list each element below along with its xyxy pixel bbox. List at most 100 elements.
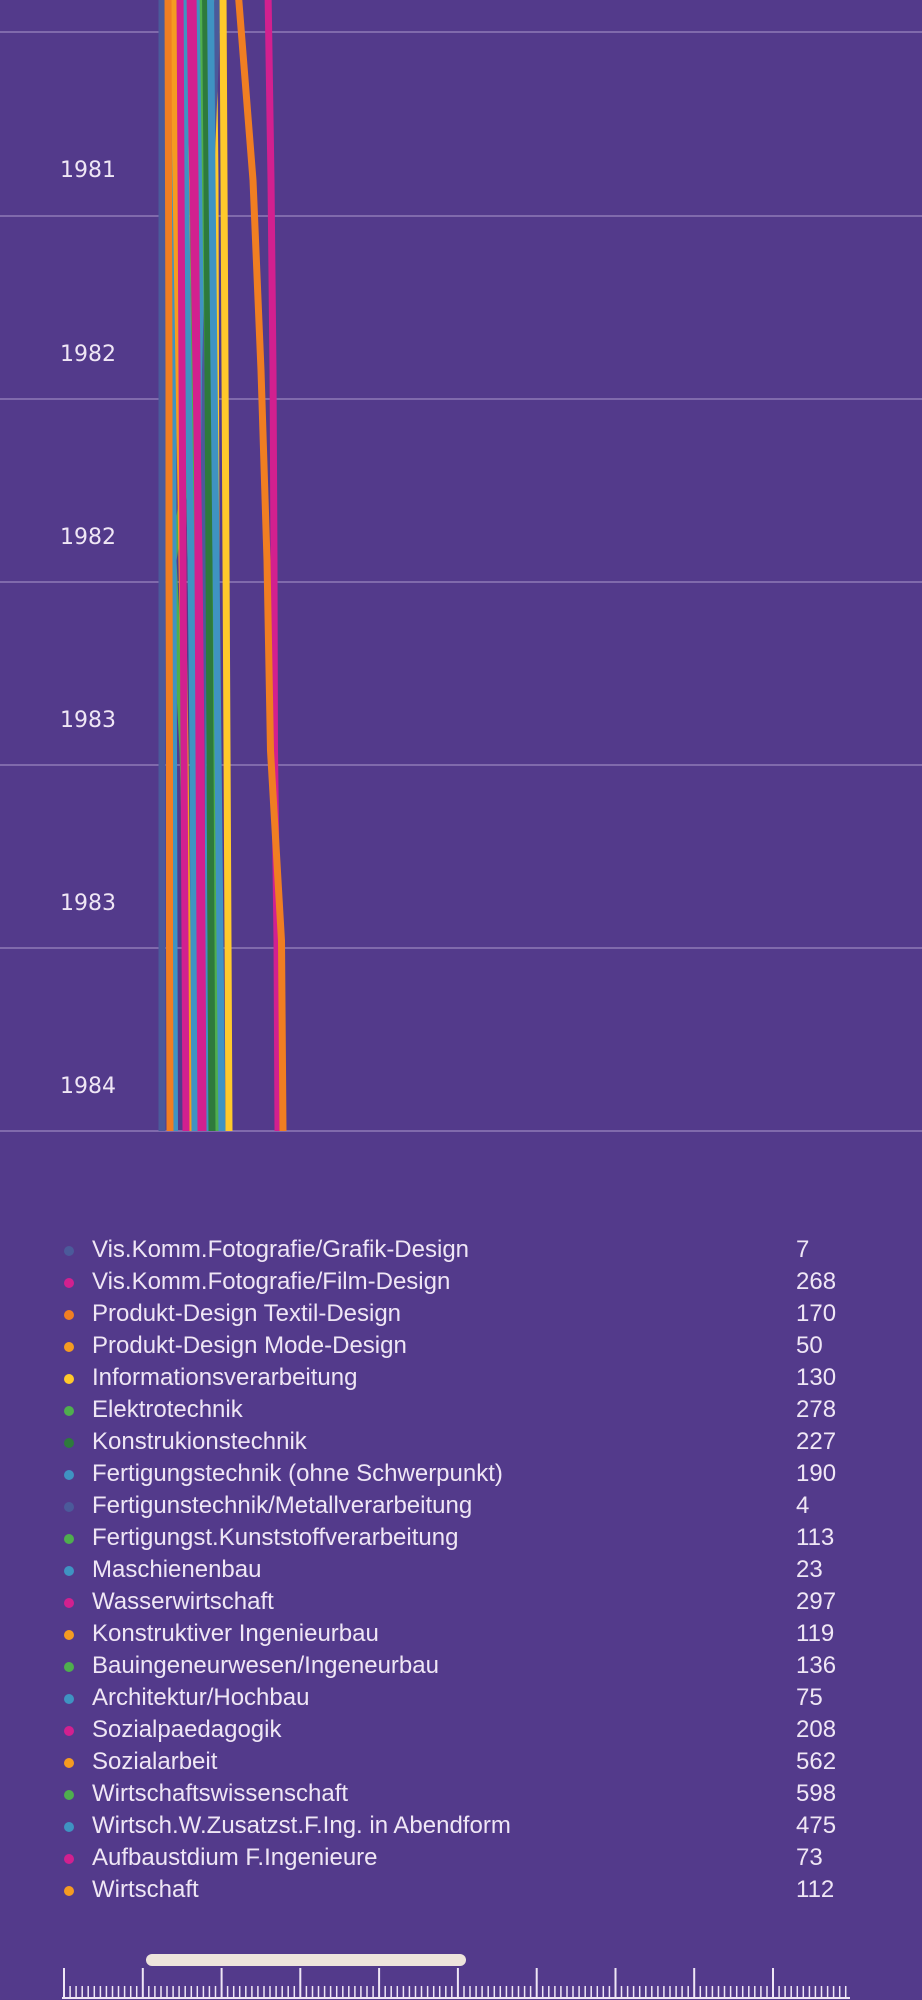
legend-swatch <box>64 1342 74 1352</box>
legend-label: Bauingeneurwesen/Ingeneurbau <box>92 1652 439 1679</box>
legend-value: 227 <box>796 1428 837 1455</box>
legend-value: 112 <box>796 1876 835 1903</box>
legend-label: Konstrukionstechnik <box>92 1428 307 1455</box>
legend-swatch <box>64 1470 74 1480</box>
legend-swatch <box>64 1534 74 1544</box>
series-line <box>189 0 205 1132</box>
legend-swatch <box>64 1502 74 1512</box>
legend-item: Wirtsch.W.Zusatzst.F.Ing. in Abendform 47… <box>60 1810 860 1842</box>
legend-item: Maschienenbau 23 <box>60 1554 860 1586</box>
legend-label: Produkt-Design Textil-Design <box>92 1300 402 1327</box>
legend-swatch <box>64 1310 74 1320</box>
legend-item: Aufbaustdium F.Ingenieure 73 <box>60 1842 860 1874</box>
legend-value: 136 <box>796 1652 837 1679</box>
series-line <box>235 0 287 1132</box>
legend-label: Wasserwirtschaft <box>92 1588 274 1615</box>
legend-item: Konstrukionstechnik 227 <box>60 1426 860 1458</box>
legend-swatch <box>64 1278 74 1288</box>
legend-value: 119 <box>796 1620 835 1647</box>
legend-value: 73 <box>796 1844 823 1871</box>
legend-label: Maschienenbau <box>92 1556 262 1583</box>
legend-label: Fertigungst.Kunststoffverarbeitung <box>92 1524 459 1551</box>
legend-item: Produkt-Design Mode-Design 50 <box>60 1330 860 1362</box>
legend-label: Wirtschaftswissenschaft <box>92 1780 349 1807</box>
legend-label: Fertigunstechnik/Metallverarbeitung <box>92 1492 473 1519</box>
legend-label: Sozialpaedagogik <box>92 1716 282 1743</box>
timeline-slider[interactable] <box>0 1940 922 2000</box>
legend-swatch <box>64 1598 74 1608</box>
gridlines <box>0 31 922 1132</box>
y-tick-label: 1983 <box>60 891 116 916</box>
legend-value: 297 <box>796 1588 837 1615</box>
legend-swatch <box>64 1246 74 1256</box>
legend-label: Vis.Komm.Fotografie/Film-Design <box>92 1268 451 1295</box>
legend-value: 268 <box>796 1268 837 1295</box>
legend-item: Wirtschaft 112 <box>60 1874 860 1906</box>
legend-label: Informationsverarbeitung <box>92 1364 358 1391</box>
legend-value: 113 <box>796 1524 835 1551</box>
legend-swatch <box>64 1854 74 1864</box>
legend-label: Wirtsch.W.Zusatzst.F.Ing. in Abendform <box>92 1812 511 1839</box>
y-tick-label: 1982 <box>60 525 116 550</box>
legend-swatch <box>64 1694 74 1704</box>
legend-item: Bauingeneurwesen/Ingeneurbau 136 <box>60 1650 860 1682</box>
series-line <box>202 0 216 1132</box>
legend-value: 170 <box>796 1300 837 1327</box>
y-axis-ticks: 1981 1982 1982 1983 1983 1984 <box>60 158 116 1099</box>
legend-label: Fertigungstechnik (ohne Schwerpunkt) <box>92 1460 503 1487</box>
series-line <box>164 0 174 1132</box>
series-lines <box>158 0 287 1132</box>
timeline-slider-handle[interactable] <box>146 1954 466 1966</box>
legend-value: 190 <box>796 1460 837 1487</box>
legend-label: Sozialarbeit <box>92 1748 218 1775</box>
legend-swatch <box>64 1790 74 1800</box>
legend-item: Fertigungstechnik (ohne Schwerpunkt) 190 <box>60 1458 860 1490</box>
timeline-axis <box>62 1968 850 1999</box>
legend-value: 75 <box>796 1684 823 1711</box>
legend-value: 50 <box>796 1332 823 1359</box>
legend-swatch <box>64 1438 74 1448</box>
y-tick-label: 1981 <box>60 158 116 183</box>
series-line <box>176 0 190 1132</box>
y-tick-label: 1983 <box>60 708 116 733</box>
legend-item: Produkt-Design Textil-Design 170 <box>60 1298 860 1330</box>
legend-item: Fertigungst.Kunststoffverarbeitung 113 <box>60 1522 860 1554</box>
legend-swatch <box>64 1758 74 1768</box>
legend-value: 278 <box>796 1396 837 1423</box>
legend-item: Informationsverarbeitung 130 <box>60 1362 860 1394</box>
legend-item: Wirtschaftswissenschaft 598 <box>60 1778 860 1810</box>
legend: Vis.Komm.Fotografie/Grafik-Design 7 Vis.Ko… <box>60 1234 860 1906</box>
legend-swatch <box>64 1374 74 1384</box>
legend-label: Vis.Komm.Fotografie/Grafik-Design <box>92 1236 470 1263</box>
legend-value: 130 <box>796 1364 837 1391</box>
legend-swatch <box>64 1822 74 1832</box>
legend-label: Produkt-Design Mode-Design <box>92 1332 407 1359</box>
legend-value: 598 <box>796 1780 837 1807</box>
legend-value: 4 <box>796 1492 810 1519</box>
legend-value: 208 <box>796 1716 837 1743</box>
legend-item: Sozialpaedagogik 208 <box>60 1714 860 1746</box>
series-line <box>207 0 226 1132</box>
legend-item: Konstruktiver Ingenieurbau 119 <box>60 1618 860 1650</box>
legend-swatch <box>64 1726 74 1736</box>
legend-item: Fertigunstechnik/Metallverarbeitung 4 <box>60 1490 860 1522</box>
legend-value: 475 <box>796 1812 837 1839</box>
legend-label: Wirtschaft <box>92 1876 199 1903</box>
legend-swatch <box>64 1630 74 1640</box>
legend-item: Sozialarbeit 562 <box>60 1746 860 1778</box>
legend-swatch <box>64 1406 74 1416</box>
legend-label: Architektur/Hochbau <box>92 1684 310 1711</box>
legend-value: 562 <box>796 1748 837 1775</box>
legend-item: Architektur/Hochbau 75 <box>60 1682 860 1714</box>
series-line <box>264 0 282 1132</box>
legend-item: Vis.Komm.Fotografie/Film-Design 268 <box>60 1266 860 1298</box>
legend-label: Aufbaustdium F.Ingenieure <box>92 1844 378 1871</box>
legend-item: Wasserwirtschaft 297 <box>60 1586 860 1618</box>
legend-swatch <box>64 1886 74 1896</box>
y-tick-label: 1984 <box>60 1074 116 1099</box>
legend-value: 23 <box>796 1556 823 1583</box>
legend-swatch <box>64 1662 74 1672</box>
legend-label: Elektrotechnik <box>92 1396 243 1423</box>
legend-label: Konstruktiver Ingenieurbau <box>92 1620 379 1647</box>
series-line <box>219 0 233 1132</box>
